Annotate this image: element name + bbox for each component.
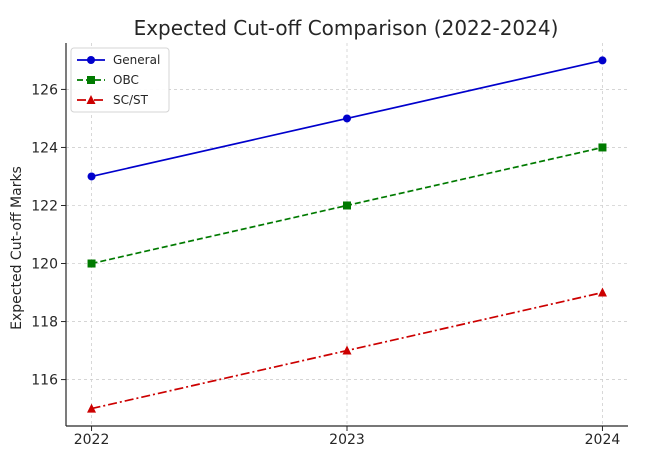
x-axis-ticks: 2022 2023 2024 — [74, 426, 621, 448]
series-sc-st — [87, 287, 607, 413]
y-tick-label: 120 — [31, 257, 58, 273]
legend-marker-general — [87, 56, 95, 64]
y-axis-label: Expected Cut-off Marks — [9, 166, 25, 330]
legend-item-general: General — [77, 53, 160, 67]
y-tick-label: 122 — [31, 198, 58, 214]
legend-item-obc: OBC — [77, 73, 139, 87]
data-point-sc-st — [597, 287, 607, 297]
data-point-sc-st — [342, 345, 352, 355]
data-point-obc — [598, 143, 607, 152]
grid — [66, 43, 628, 426]
legend-label-sc-st: SC/ST — [113, 93, 149, 107]
y-tick-label: 126 — [31, 82, 58, 98]
data-point-general — [87, 172, 96, 181]
legend: General OBC SC/ST — [70, 47, 170, 113]
y-tick-label: 124 — [31, 140, 58, 156]
legend-label-general: General — [113, 53, 160, 67]
x-tick-label: 2023 — [329, 432, 365, 448]
y-tick-label: 116 — [31, 373, 58, 389]
chart-title: Expected Cut-off Comparison (2022-2024) — [134, 16, 559, 40]
data-point-obc — [343, 201, 351, 210]
legend-item-sc-st: SC/ST — [77, 93, 149, 107]
series — [87, 56, 607, 413]
data-point-sc-st — [87, 403, 97, 413]
data-point-general — [598, 56, 607, 65]
data-point-obc — [87, 259, 96, 268]
y-axis-ticks: 116 118 120 122 124 126 — [31, 82, 66, 389]
legend-box — [70, 47, 170, 113]
series-obc — [87, 143, 607, 268]
legend-marker-obc — [87, 76, 95, 84]
x-tick-label: 2024 — [585, 432, 621, 448]
x-tick-label: 2022 — [74, 432, 110, 448]
legend-label-obc: OBC — [113, 73, 139, 87]
series-general — [87, 56, 607, 181]
data-point-general — [343, 114, 351, 123]
y-tick-label: 118 — [31, 315, 58, 331]
legend-marker-sc-st — [86, 95, 96, 104]
